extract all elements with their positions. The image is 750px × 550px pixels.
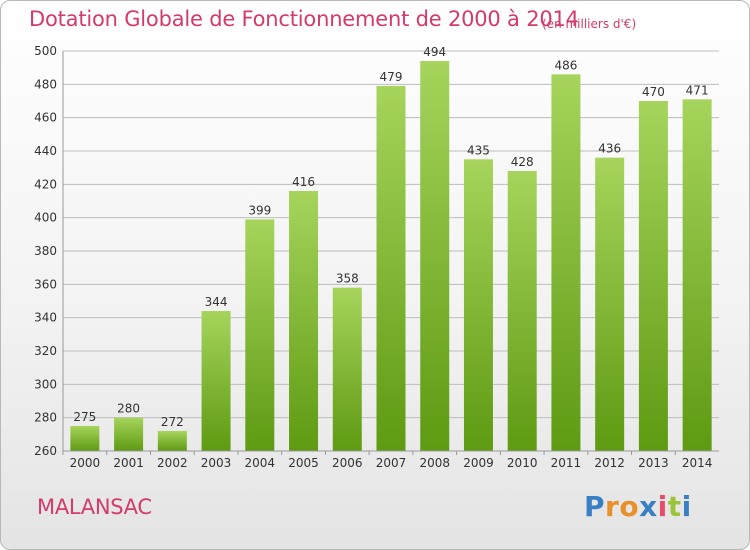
bar [157, 431, 187, 451]
x-tick-label: 2002 [157, 456, 188, 470]
x-tick-label: 2003 [201, 456, 232, 470]
y-tick-label: 400 [34, 211, 57, 225]
proxiti-logo: Proxiti [584, 490, 692, 523]
bar [70, 426, 100, 451]
bar [551, 74, 581, 451]
x-tick-label: 2001 [113, 456, 144, 470]
data-label: 486 [554, 58, 577, 72]
data-label: 358 [336, 272, 359, 286]
bar [595, 157, 625, 451]
x-tick-label: 2011 [551, 456, 582, 470]
data-label: 470 [642, 85, 665, 99]
bar [420, 61, 450, 451]
data-label: 471 [686, 83, 709, 97]
x-tick-label: 2005 [288, 456, 319, 470]
x-tick-label: 2014 [682, 456, 713, 470]
y-tick-label: 420 [34, 177, 57, 191]
x-tick-label: 2004 [245, 456, 276, 470]
data-label: 479 [380, 70, 403, 84]
y-tick-label: 460 [34, 111, 57, 125]
x-tick-label: 2009 [463, 456, 494, 470]
data-label: 275 [73, 410, 96, 424]
bar [114, 417, 144, 451]
chart-title: Dotation Globale de Fonctionnement de 20… [29, 7, 579, 31]
data-label: 416 [292, 175, 315, 189]
y-tick-label: 280 [34, 411, 57, 425]
bar [463, 159, 493, 452]
y-tick-label: 300 [34, 377, 57, 391]
y-tick-label: 380 [34, 244, 57, 258]
data-label: 435 [467, 143, 490, 157]
x-tick-label: 2006 [332, 456, 363, 470]
bar [638, 101, 668, 451]
data-label: 399 [248, 203, 271, 217]
bar [289, 191, 319, 451]
chart-subtitle: (en milliers d'€) [542, 17, 637, 31]
data-label: 272 [161, 415, 184, 429]
y-tick-label: 500 [34, 44, 57, 58]
y-tick-label: 480 [34, 77, 57, 91]
x-tick-label: 2000 [70, 456, 101, 470]
x-tick-label: 2012 [594, 456, 625, 470]
data-label: 428 [511, 155, 534, 169]
x-tick-label: 2013 [638, 456, 669, 470]
data-label: 436 [598, 142, 621, 156]
y-tick-label: 320 [34, 344, 57, 358]
x-tick-label: 2007 [376, 456, 407, 470]
bar [507, 171, 537, 451]
commune-name: MALANSAC [37, 495, 152, 519]
x-tick-label: 2008 [419, 456, 450, 470]
y-tick-label: 440 [34, 144, 57, 158]
bar [682, 99, 712, 451]
data-label: 344 [205, 295, 228, 309]
bar [201, 311, 231, 451]
data-label: 494 [423, 45, 446, 59]
data-label: 280 [117, 402, 140, 416]
bar [332, 287, 362, 451]
bar [245, 219, 275, 451]
x-tick-label: 2010 [507, 456, 538, 470]
bar [376, 86, 406, 451]
y-tick-label: 360 [34, 277, 57, 291]
y-tick-label: 340 [34, 311, 57, 325]
y-tick-label: 260 [34, 444, 57, 458]
